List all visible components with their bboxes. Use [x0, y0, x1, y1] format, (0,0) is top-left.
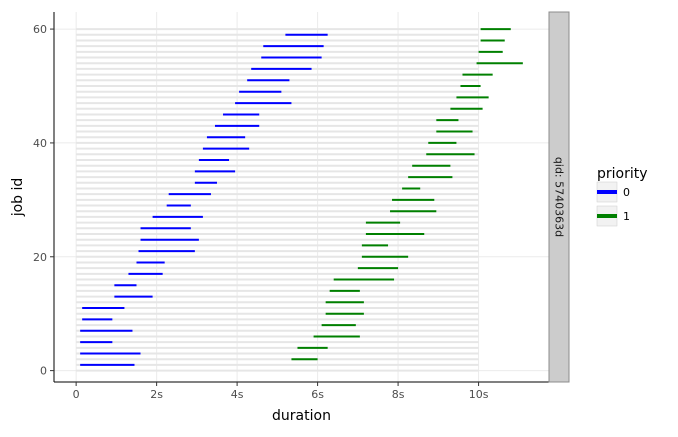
y-tick-label: 20 [33, 251, 47, 264]
x-tick-label: 10s [469, 388, 489, 401]
x-tick-label: 4s [231, 388, 244, 401]
legend: priority 0 1 [596, 166, 648, 227]
x-tick-label: 6s [311, 388, 324, 401]
y-tick-label: 0 [40, 365, 47, 378]
x-tick-label: 2s [150, 388, 163, 401]
panel-background [54, 12, 549, 382]
x-tick-label: 0 [73, 388, 80, 401]
facet-strip-box [548, 11, 570, 383]
axes: 0 2s 4s 6s 8s 10s 0 20 40 60 [33, 12, 549, 401]
x-axis-title: duration [272, 408, 331, 424]
x-tick-label: 8s [392, 388, 405, 401]
facet-strip-label: qid: 5740363d [553, 157, 566, 237]
legend-entry-label: 0 [623, 186, 630, 199]
y-tick-label: 60 [33, 23, 47, 36]
y-axis-title: job id [10, 178, 26, 218]
facet-strip: qid: 5740363d [548, 11, 570, 383]
job-segments [80, 28, 523, 366]
legend-title: priority [597, 166, 648, 182]
plot-panel [54, 12, 549, 382]
y-tick-label: 40 [33, 137, 47, 150]
legend-entry-label: 1 [623, 210, 630, 223]
